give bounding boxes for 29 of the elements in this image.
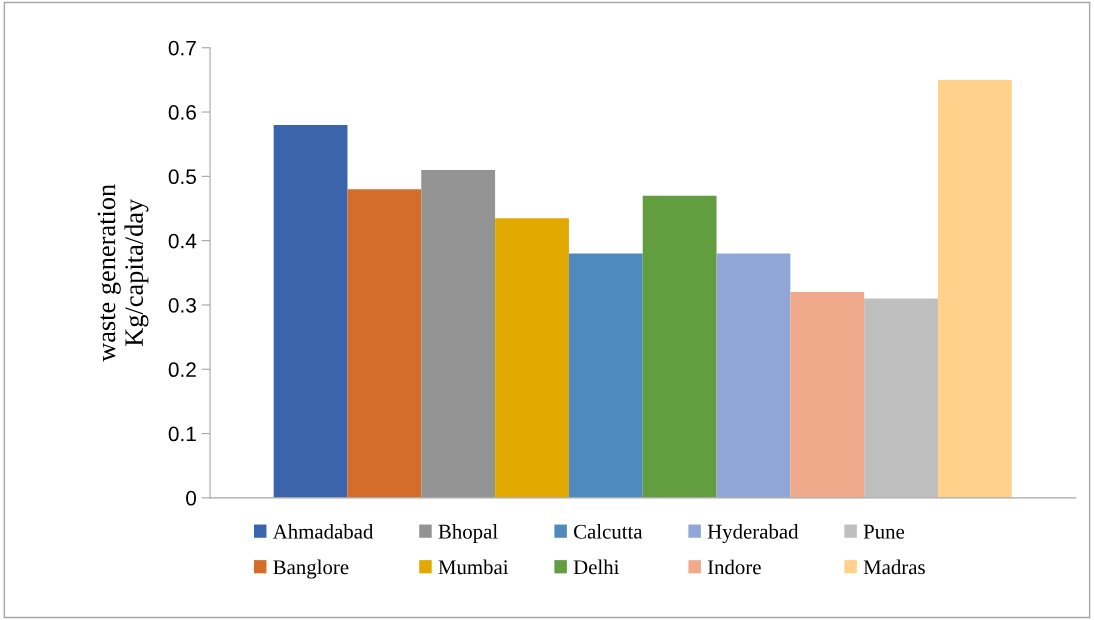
legend-label: Bhopal [438,524,498,543]
bar [495,218,569,498]
y-tick-label: 0.4 [168,233,197,249]
bar [421,169,496,498]
legend-label: Indore [707,559,761,575]
legend-label: Hyderabad [707,524,799,543]
legend-label: Delhi [573,559,620,575]
y-tick-label: 0.7 [168,40,196,56]
y-axis-title: waste generation Kg/capita/day [97,184,149,362]
legend-label: Calcutta [573,524,643,539]
y-tick-label: 0 [186,490,197,506]
y-tick-label: 0.1 [168,426,196,442]
bar [642,195,717,498]
y-tick-label: 0.6 [168,105,196,120]
legend-label: Ahmadabad [272,524,374,539]
legend-label: Pune [863,524,905,539]
y-tick-label: 0.5 [168,169,196,185]
legend-label: Madras [863,559,925,575]
bar [790,292,865,498]
bar [864,298,938,498]
legend-label: Mumbai [438,559,509,575]
y-tick-label: 0.2 [168,362,196,378]
bar [937,79,1012,498]
y-tick-label: 0.3 [168,297,196,313]
bar [568,253,643,498]
legend-label: Banglore [273,559,349,579]
bar [273,124,348,498]
bar [716,253,791,498]
bar [347,189,422,498]
